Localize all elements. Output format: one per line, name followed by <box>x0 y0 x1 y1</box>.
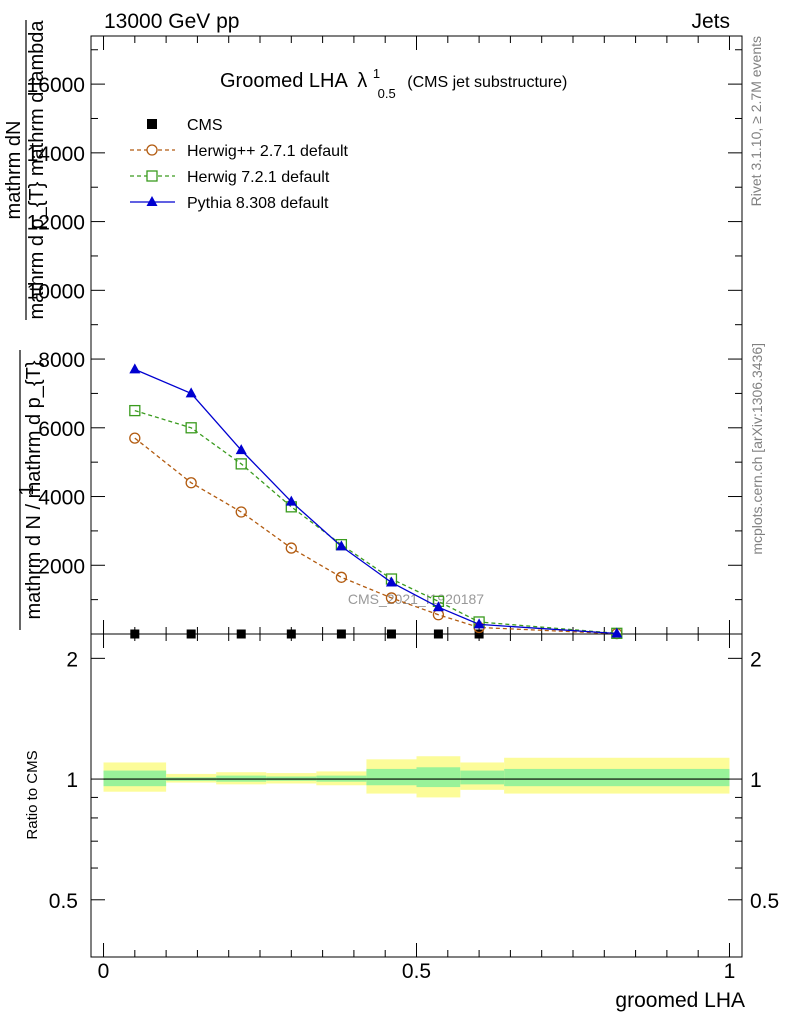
main-series <box>129 363 623 640</box>
ratio-xtick-label: 0 <box>98 960 110 983</box>
ratio-band-inner <box>504 768 730 787</box>
cms-data-point <box>386 629 396 639</box>
pythia-point <box>185 387 197 398</box>
ratio-axes: 0.5 0.5 1 1 2 2 0 0.5 1 <box>49 634 779 983</box>
ratio-xtick-label: 0.5 <box>402 960 431 983</box>
series-line-2 <box>134 409 617 634</box>
herwigpp-point <box>335 571 348 583</box>
plot-title: Groomed LHA λ 1 0.5 (CMS jet substructur… <box>220 61 567 103</box>
legend-label-herwigpp: Herwig++ 2.7.1 default <box>187 143 349 160</box>
mcplots-credit-label: mcplots.cern.ch [arXiv:1306.3436] <box>749 343 765 555</box>
pythia-point <box>335 540 347 551</box>
herwigpp-point <box>185 477 197 489</box>
herwigpp-point <box>385 592 398 604</box>
legend-marker-herwigpp <box>146 144 158 156</box>
plot-title-sub: 0.5 <box>378 86 396 101</box>
ratio-ylabel: Ratio to CMS <box>24 750 41 839</box>
ylabel-outer-denominator: mathrm d N / mathrm d p_{T} <box>23 360 45 619</box>
series-line-1 <box>134 437 617 635</box>
pythia-point <box>129 363 141 374</box>
pythia-point <box>432 601 444 612</box>
ratio-ytick-label-left: 0.5 <box>49 890 78 913</box>
ratio-xtick-label: 1 <box>724 960 736 983</box>
rivet-version-label: Rivet 3.1.10, ≥ 2.7M events <box>748 36 764 206</box>
herwig7-point <box>235 458 247 470</box>
analysis-watermark: CMS_2021_I1920187 <box>348 591 484 607</box>
main-ytick-label: 2000 <box>38 555 85 578</box>
legend-label-cms: CMS <box>187 117 223 134</box>
ratio-ytick-label-right: 0.5 <box>750 890 779 913</box>
main-ytick-label: 16000 <box>27 74 85 97</box>
header-collision: 13000 GeV pp <box>104 10 239 33</box>
legend-marker-herwig7 <box>146 170 158 182</box>
ratio-ytick-label-right: 2 <box>750 648 762 671</box>
herwig7-point <box>129 404 141 417</box>
legend: CMS Herwig++ 2.7.1 default Herwig 7.2.1 … <box>130 117 349 212</box>
main-ytick-label: 4000 <box>38 487 85 510</box>
main-ytick-label: 10000 <box>27 280 85 303</box>
legend-label-pythia: Pythia 8.308 default <box>187 195 329 212</box>
pythia-point <box>285 495 297 506</box>
main-ytick-label: 14000 <box>27 143 85 166</box>
header-category: Jets <box>691 10 730 33</box>
ylabel-one: 1 <box>16 484 38 495</box>
plot-title-lambda: λ <box>357 70 367 92</box>
cms-data-point <box>433 629 443 639</box>
ylabel-numerator: mathrm dN <box>3 121 25 220</box>
plot-title-main: Groomed LHA <box>220 70 348 92</box>
main-ytick-label: 8000 <box>38 349 85 372</box>
legend-marker-pythia <box>146 196 158 206</box>
ratio-ytick-label-left: 2 <box>66 648 78 671</box>
cms-data-point <box>336 629 346 639</box>
ratio-band-inner <box>460 770 505 785</box>
ratio-bands <box>103 756 730 798</box>
legend-marker-cms <box>147 119 157 129</box>
ratio-band-inner <box>416 767 461 788</box>
main-ytick-label: 6000 <box>38 418 85 441</box>
ylabel-inner-denominator: mathrm d p_{T} mathrm d lambda <box>26 20 48 320</box>
main-axes: 2000 4000 6000 8000 10000 12000 14000 16000 <box>27 36 742 634</box>
pythia-point <box>611 627 623 638</box>
herwigpp-point <box>235 506 247 518</box>
pythia-point <box>235 444 247 455</box>
main-ytick-label: 12000 <box>27 212 85 235</box>
ratio-band-inner <box>366 768 417 786</box>
plot-title-paren: (CMS jet substructure) <box>407 74 567 91</box>
herwigpp-point <box>285 542 297 554</box>
main-ylabel: 1 mathrm d N / mathrm d p_{T} mathrm dN … <box>3 20 48 630</box>
ratio-ytick-label-left: 1 <box>66 769 78 792</box>
legend-label-herwig7: Herwig 7.2.1 default <box>187 169 330 186</box>
x-axis-label: groomed LHA <box>615 989 745 1012</box>
pythia-point <box>385 576 397 587</box>
herwig7-point <box>185 422 197 434</box>
cms-data-point <box>186 629 196 639</box>
pythia-point <box>473 618 485 629</box>
cms-data-point <box>236 629 246 639</box>
herwigpp-point <box>129 432 141 444</box>
ratio-band-inner <box>103 770 167 787</box>
ratio-ytick-label-right: 1 <box>750 769 762 792</box>
plot-title-sup: 1 <box>373 66 380 81</box>
